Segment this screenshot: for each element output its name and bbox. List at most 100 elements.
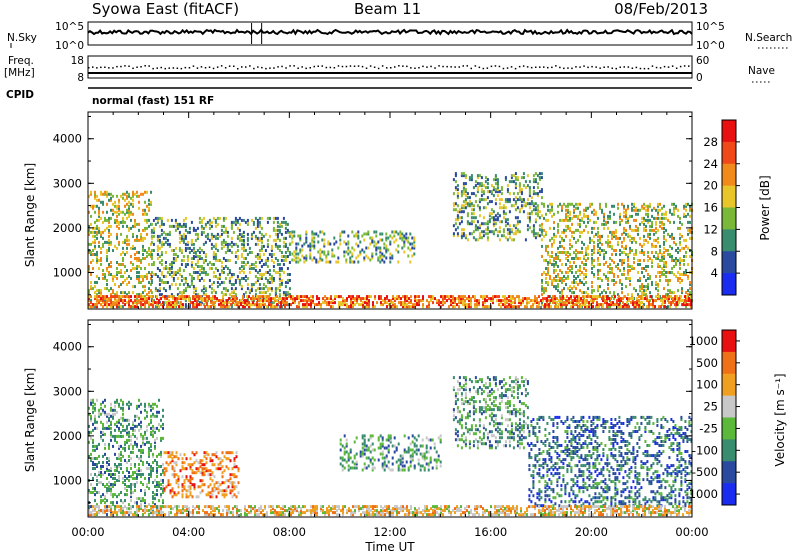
scatter-cell — [615, 281, 617, 284]
scatter-cell — [390, 299, 392, 303]
scatter-cell — [553, 263, 555, 266]
scatter-cell — [222, 230, 225, 234]
scatter-cell — [456, 210, 459, 214]
scatter-cell — [510, 230, 513, 234]
scatter-cell — [150, 257, 153, 260]
scatter-cell — [685, 305, 687, 309]
scatter-cell — [612, 301, 614, 305]
scatter-cell — [470, 301, 472, 305]
colorbar-segment — [722, 229, 736, 252]
scatter-cell — [664, 295, 666, 299]
scatter-cell — [176, 287, 179, 291]
scatter-cell — [232, 230, 235, 234]
scatter-cell — [290, 303, 292, 307]
scatter-cell — [401, 238, 404, 242]
scatter-cell — [88, 289, 90, 293]
scatter-cell — [607, 271, 609, 274]
scatter-cell — [514, 305, 516, 309]
scatter-cell — [146, 297, 148, 301]
scatter-cell — [549, 301, 551, 305]
scatter-cell — [291, 230, 294, 234]
scatter-cell — [383, 246, 386, 250]
scatter-cell — [591, 210, 593, 214]
scatter-cell — [116, 210, 118, 214]
scatter-cell — [591, 261, 593, 264]
scatter-cell — [602, 305, 604, 309]
scatter-cell — [252, 299, 255, 303]
nave-dot — [357, 65, 360, 67]
scatter-cell — [689, 287, 691, 291]
scatter-cell — [162, 230, 165, 234]
scatter-cell — [675, 206, 677, 210]
scatter-cell — [620, 305, 622, 309]
scatter-cell — [280, 220, 283, 224]
scatter-cell — [409, 242, 412, 246]
scatter-cell — [150, 230, 153, 234]
scatter-cell — [571, 281, 573, 284]
scatter-cell — [112, 277, 114, 280]
scatter-cell — [156, 253, 159, 256]
scatter-cell — [310, 305, 312, 309]
scatter-cell — [371, 238, 374, 242]
scatter-cell — [268, 287, 271, 291]
scatter-cell — [136, 477, 138, 480]
scatter-cell — [478, 224, 481, 228]
scatter-cell — [108, 228, 110, 232]
scatter-cell — [635, 289, 637, 293]
scatter-cell — [608, 297, 610, 301]
scatter-cell — [402, 301, 404, 305]
scatter-cell — [470, 212, 473, 216]
nave-dot — [619, 66, 621, 68]
scatter-cell — [226, 259, 229, 262]
nave-dot — [128, 65, 130, 67]
scatter-cell — [92, 406, 94, 410]
scatter-cell — [468, 299, 470, 303]
nave-dot — [309, 67, 311, 69]
scatter-cell — [96, 281, 98, 284]
scatter-cell — [587, 246, 589, 250]
scatter-cell — [588, 303, 590, 307]
scatter-cell — [554, 305, 556, 309]
scatter-cell — [486, 222, 489, 226]
scatter-cell — [202, 297, 204, 301]
scatter-cell — [120, 491, 122, 494]
scatter-cell — [311, 240, 314, 244]
nave-dot — [345, 65, 348, 68]
scatter-cell — [152, 226, 155, 230]
scatter-cell — [278, 293, 281, 297]
scatter-cell — [555, 255, 557, 258]
scatter-cell — [310, 295, 312, 299]
scatter-cell — [496, 190, 499, 194]
scatter-cell — [654, 305, 656, 309]
scatter-cell — [651, 244, 653, 248]
scatter-cell — [150, 281, 153, 284]
nave-dot — [535, 66, 537, 68]
scatter-cell — [504, 236, 507, 240]
scatter-cell — [210, 297, 212, 301]
scatter-cell — [553, 257, 555, 260]
scatter-cell — [206, 234, 209, 238]
scatter-cell — [144, 257, 146, 260]
scatter-cell — [238, 281, 241, 284]
scatter-cell — [280, 297, 282, 301]
scatter-cell — [140, 305, 142, 309]
scatter-cell — [160, 222, 163, 226]
scatter-cell — [579, 279, 581, 282]
scatter-cell — [208, 220, 211, 224]
scatter-cell — [148, 218, 150, 222]
scatter-cell — [329, 242, 332, 246]
scatter-cell — [593, 208, 595, 212]
scatter-cell — [112, 493, 114, 497]
scatter-cell — [599, 246, 601, 250]
scatter-cell — [218, 303, 220, 307]
scatter-cell — [168, 287, 171, 291]
scatter-cell — [184, 295, 186, 299]
scatter-cell — [254, 226, 257, 230]
scatter-cell — [597, 263, 599, 266]
scatter-cell — [614, 295, 616, 299]
scatter-cell — [202, 230, 205, 234]
scatter-cell — [558, 303, 560, 307]
nave-dot — [172, 67, 175, 69]
scatter-cell — [110, 240, 112, 244]
scatter-cell — [120, 269, 122, 272]
